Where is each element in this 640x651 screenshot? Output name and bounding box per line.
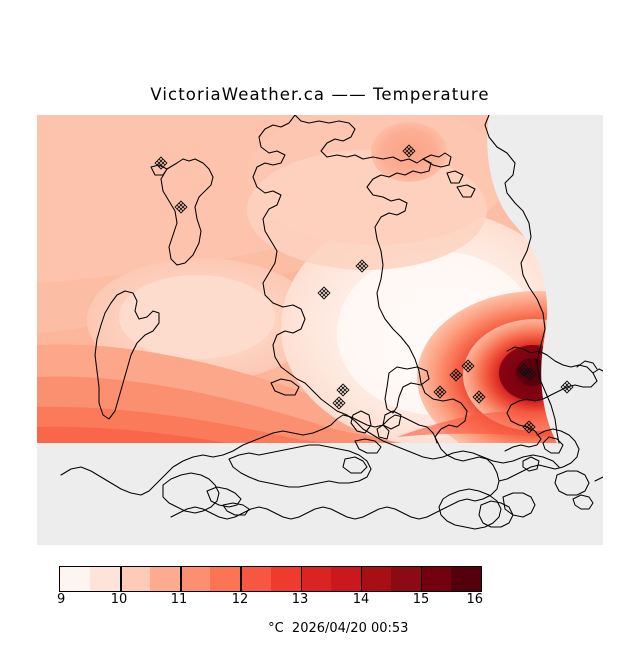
colorbar-swatch (330, 567, 361, 591)
colorbar-tick-label: 15 (412, 592, 430, 607)
colorbar-tick-label: 10 (110, 592, 128, 607)
colorbar-swatch (360, 567, 391, 591)
colorbar-tick-label: 9 (57, 592, 66, 607)
colorbar-swatch (270, 567, 301, 591)
colorbar-tick-label: 13 (291, 592, 309, 607)
colorbar-swatch (300, 567, 331, 591)
page-title: VictoriaWeather.ca —— Temperature (150, 85, 490, 104)
map-overlay-layer (37, 115, 603, 545)
station-marker-group (154, 144, 574, 434)
colorbar-caption: °C 2026/04/20 00:53 (0, 606, 640, 651)
colorbar-tick-line (120, 567, 122, 591)
colorbar-swatch (451, 567, 482, 591)
colorbar-swatch (90, 567, 121, 591)
colorbar[interactable] (59, 566, 482, 592)
gray-mask-group (37, 115, 603, 545)
colorbar-tick-line (180, 567, 182, 591)
colorbar-swatch (60, 567, 91, 591)
colorbar-tick-labels: 9 10 11 12 13 14 15 16 (0, 592, 640, 608)
coastline-group (60, 115, 603, 530)
colorbar-swatch (240, 567, 271, 591)
colorbar-tick-label: 16 (466, 592, 483, 607)
colorbar-swatch (150, 567, 181, 591)
colorbar-swatch (210, 567, 241, 591)
colorbar-tick-label: 14 (352, 592, 370, 607)
map-panel[interactable] (37, 115, 603, 545)
colorbar-swatch (420, 567, 452, 591)
colorbar-swatch (390, 567, 421, 591)
colorbar-swatch (120, 567, 151, 591)
colorbar-tick-label: 11 (170, 592, 188, 607)
colorbar-swatch (180, 567, 211, 591)
colorbar-tick-line (420, 567, 423, 591)
colorbar-tick-line (360, 567, 363, 591)
colorbar-tick-line (300, 567, 302, 591)
colorbar-caption-text: °C 2026/04/20 00:53 (268, 621, 409, 636)
colorbar-tick-line (240, 567, 242, 591)
colorbar-tick-label: 12 (231, 592, 249, 607)
